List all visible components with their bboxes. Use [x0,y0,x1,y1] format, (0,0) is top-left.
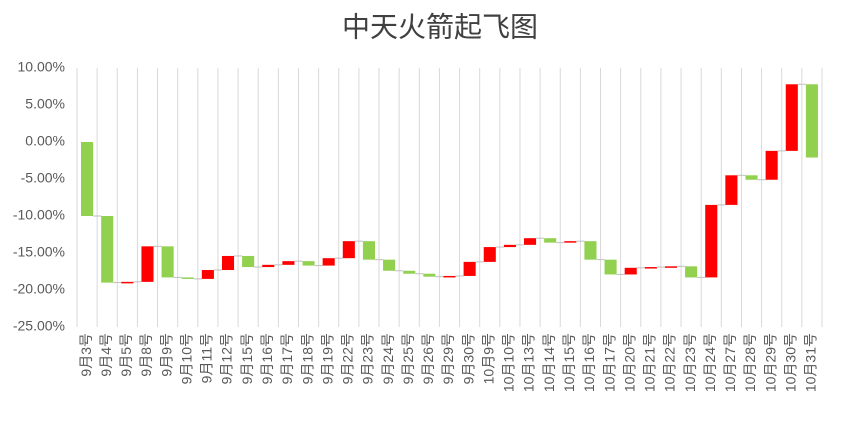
bar [282,261,295,265]
bar [362,241,375,260]
x-tick-label: 9月22号 [340,333,356,384]
bar [685,266,698,278]
x-tick-label: 10月30号 [783,333,799,392]
bar [664,266,678,268]
y-tick-label: -10.00% [13,207,65,223]
x-tick-label: 9月19号 [319,333,335,384]
x-tick-label: 9月4号 [98,333,114,377]
bar [141,246,154,282]
y-tick-label: -15.00% [13,244,65,260]
y-tick-label: 0.00% [25,133,65,149]
bar [604,259,617,275]
x-tick-label: 9月12号 [219,333,235,384]
y-tick-label: 5.00% [25,96,65,112]
bar [121,281,134,284]
x-tick-label: 9月9号 [158,333,174,377]
x-tick-label: 9月16号 [259,333,275,384]
bar [242,255,255,268]
x-tick-label: 9月26号 [420,333,436,384]
bar [423,273,436,277]
bar [725,175,738,205]
x-tick-label: 10月27号 [722,333,738,392]
bar [181,277,194,279]
bar [624,267,637,275]
bar [705,204,718,278]
bar [161,246,174,278]
x-tick-label: 9月18号 [299,333,315,384]
bar [342,241,355,259]
x-tick-label: 10月15号 [561,333,577,392]
y-tick-label: -25.00% [13,318,65,334]
bar [463,261,476,276]
x-tick-label: 10月20号 [621,333,637,392]
y-tick-label: 10.00% [18,59,65,75]
x-tick-label: 10月31号 [803,333,819,392]
bar [403,270,416,274]
x-tick-label: 9月10号 [178,333,194,384]
x-tick-label: 10月10号 [501,333,517,392]
x-tick-label: 10月28号 [742,333,758,392]
x-tick-label: 10月22号 [662,333,678,392]
bar [805,84,818,158]
bar [584,241,597,260]
bar [322,258,335,266]
x-tick-label: 9月24号 [380,333,396,384]
bar [81,142,94,216]
bar [201,270,214,279]
x-tick-label: 10月23号 [682,333,698,392]
x-tick-label: 9月30号 [460,333,476,384]
x-tick-label: 9月5号 [118,333,134,377]
bar [483,247,496,262]
x-tick-label: 10月17号 [601,333,617,392]
x-tick-label: 9月29号 [440,333,456,384]
x-tick-label: 10月16号 [581,333,597,392]
bar [101,216,114,283]
x-tick-label: 9月11号 [199,333,215,383]
bar [765,150,778,180]
x-tick-label: 9月15号 [239,333,255,384]
x-tick-label: 9月23号 [360,333,376,384]
bar [785,84,798,151]
x-tick-label: 10月24号 [702,333,718,392]
bar [302,261,315,266]
bar [221,255,235,271]
x-tick-label: 9月25号 [400,333,416,384]
bar [503,244,516,248]
x-tick-label: 9月3号 [78,333,94,377]
chart-title: 中天火箭起飞图 [342,11,538,44]
bar [383,259,396,271]
x-tick-label: 9月17号 [279,333,295,384]
x-tick-label: 10月29号 [762,333,778,392]
bar [745,175,758,180]
bar [544,238,557,243]
x-tick-label: 10月9号 [480,333,496,384]
y-tick-label: -5.00% [21,170,65,186]
x-tick-label: 10月14号 [541,333,557,392]
bar [443,275,456,278]
y-tick-label: -20.00% [13,281,65,297]
bar [524,238,537,245]
bar [262,264,275,268]
x-tick-label: 10月13号 [521,333,537,392]
x-tick-label: 10月21号 [642,333,658,392]
bar [564,241,577,243]
x-tick-label: 9月8号 [138,333,154,377]
bar [644,267,657,269]
